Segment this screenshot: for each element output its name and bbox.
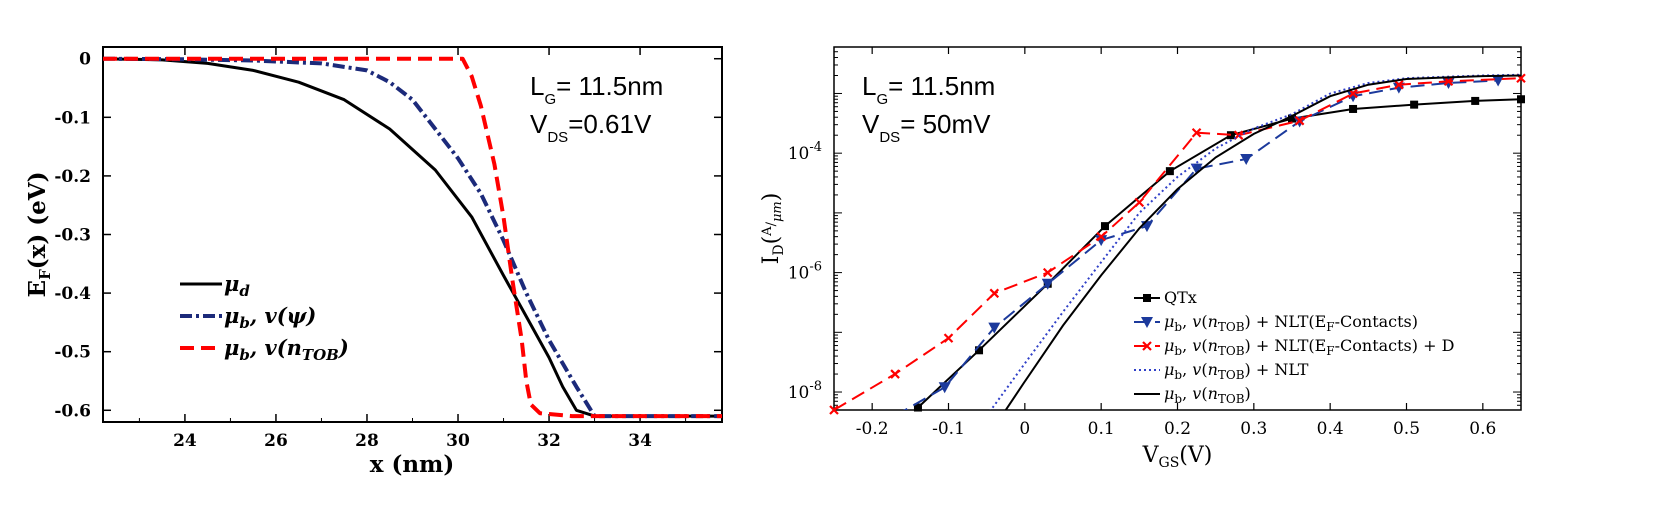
left-x-tick-label: 26 xyxy=(264,431,288,451)
right-point-qtx xyxy=(1288,114,1296,123)
right-series-line-5 xyxy=(1004,74,1521,410)
right-point-qtx xyxy=(1517,95,1525,104)
left-chart: 24 26 28 30 32 340-0.1-0.2-0.3-0.4-0.5-0.6μdμ… xyxy=(24,46,723,478)
right-x-axis-label: VGS(V) xyxy=(1142,443,1213,471)
right-legend-marker xyxy=(1142,341,1152,351)
left-x-tick-label: 32 xyxy=(537,431,561,451)
right-point-qtx xyxy=(913,403,922,412)
left-y-tick-label: -0.1 xyxy=(54,108,91,128)
left-y-axis-label: EF(x) (eV) xyxy=(24,172,54,298)
right-point-qtx xyxy=(975,346,984,355)
right-point-nlt-contacts-d xyxy=(989,288,1000,299)
left-y-tick-label: -0.3 xyxy=(54,226,91,246)
left-legend-label-1: μd xyxy=(224,271,250,300)
right-x-tick-label: -0.1 xyxy=(932,419,965,439)
left-series-line-2 xyxy=(102,56,722,419)
right-point-nlt-contacts-d xyxy=(1042,267,1053,278)
right-x-tick-label: 0.6 xyxy=(1469,419,1496,439)
left-y-tick-label: -0.5 xyxy=(54,343,91,363)
left-y-tick-label: -0.2 xyxy=(54,167,91,187)
right-point-nlt-contacts xyxy=(1190,163,1203,175)
left-plot-frame xyxy=(102,46,723,423)
right-point-nlt-contacts-d xyxy=(1096,231,1106,242)
right-point-qtx xyxy=(1349,104,1358,113)
left-series-line-3 xyxy=(103,56,722,419)
right-point-nlt-contacts-d xyxy=(890,369,900,379)
right-x-tick-label: 0.2 xyxy=(1164,419,1191,439)
left-y-tick-label: 0 xyxy=(79,50,91,70)
right-point-nlt-contacts xyxy=(988,322,1001,334)
right-point-nlt-contacts xyxy=(1492,75,1505,87)
right-point-nlt-contacts-d xyxy=(1394,79,1404,90)
left-x-axis-label: x (nm) xyxy=(370,451,455,478)
right-x-tick-label: 0.1 xyxy=(1088,419,1115,439)
left-x-tick-label: 24 xyxy=(173,431,197,451)
left-annotation-1: LG= 11.5nm xyxy=(530,71,663,108)
right-point-nlt-contacts-d xyxy=(1134,197,1145,208)
right-legend-label-4: μb, v(nTOB) + NLT xyxy=(1164,360,1309,382)
right-annotation-1: LG= 11.5nm xyxy=(862,71,995,108)
left-legend-label-2: μb, v(ψ) xyxy=(224,303,316,332)
right-point-nlt-contacts xyxy=(938,382,951,394)
right-annotation-2: VDS= 50mV xyxy=(862,109,991,146)
left-legend: μd μb, v(ψ) μb, v(nTOB) xyxy=(180,271,349,364)
right-legend-label-1: QTx xyxy=(1164,288,1197,307)
right-x-tick-label: 0.3 xyxy=(1240,419,1267,439)
right-legend-label-5: μb, v(nTOB) xyxy=(1164,384,1251,406)
right-point-nlt-contacts xyxy=(1240,153,1253,165)
right-plot-frame xyxy=(833,46,1522,411)
right-x-tick-label: 0.5 xyxy=(1393,419,1420,439)
right-chart: -0.2 -0.1 0 0.1 0.2 0.3 0.4 0.5 0.6 10-4 10-6 10-8 Q… xyxy=(759,46,1526,471)
right-point-qtx xyxy=(1410,100,1419,109)
right-point-nlt-contacts-d xyxy=(1191,127,1202,138)
right-x-tick-label: 0 xyxy=(1019,419,1030,439)
right-legend-label-2: μb, v(nTOB) + NLT(EF-Contacts) xyxy=(1164,312,1418,334)
right-y-tick-label: 10-4 xyxy=(788,140,822,164)
right-point-nlt-contacts-d xyxy=(1443,76,1454,87)
left-annotation-2: VDS=0.61V xyxy=(530,109,652,146)
right-point-qtx xyxy=(1471,96,1480,105)
left-series-line-1 xyxy=(102,57,722,418)
right-y-tick-label: 10-6 xyxy=(788,260,822,284)
right-point-nlt-contacts-d xyxy=(943,333,954,343)
right-legend-label-3: μb, v(nTOB) + NLT(EF-Contacts) + D xyxy=(1164,336,1454,358)
right-y-axis-label: ID(A/μm) xyxy=(759,193,787,265)
right-x-tick-label: -0.2 xyxy=(856,419,889,439)
right-y-tick-label: 10-8 xyxy=(788,379,822,403)
right-point-nlt-contacts-d xyxy=(829,405,839,415)
right-point-nlt-contacts xyxy=(1041,278,1054,290)
right-legend-marker xyxy=(1143,294,1151,302)
right-legend-marker xyxy=(1141,317,1153,328)
right-point-qtx xyxy=(1100,222,1109,231)
left-x-tick-label: 34 xyxy=(628,431,652,451)
left-y-tick-label: -0.4 xyxy=(54,284,91,304)
right-point-qtx xyxy=(1165,167,1174,176)
left-x-tick-label: 30 xyxy=(446,431,470,451)
left-legend-label-3: μb, v(nTOB) xyxy=(224,335,349,364)
left-x-tick-label: 28 xyxy=(355,431,379,451)
right-x-tick-label: 0.4 xyxy=(1317,419,1344,439)
right-point-nlt-contacts-d xyxy=(1294,115,1305,126)
left-y-tick-label: -0.6 xyxy=(54,401,91,421)
